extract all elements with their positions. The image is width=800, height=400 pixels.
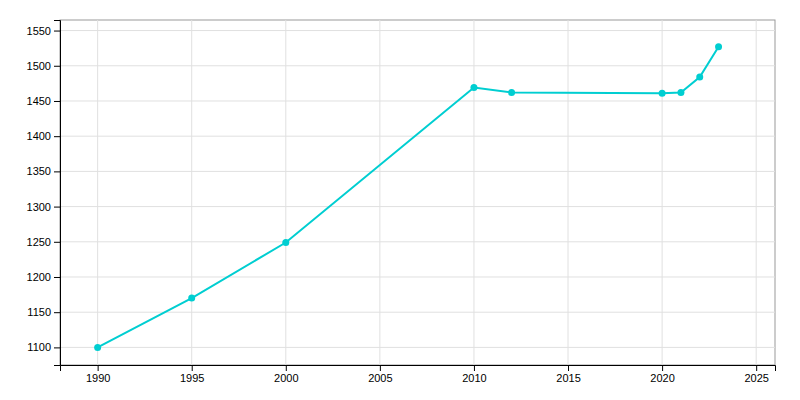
grid-line (97, 20, 98, 365)
grid-line (568, 20, 569, 365)
tick: 2020 (650, 365, 674, 384)
grid-line (60, 206, 775, 207)
plot-area: 1990 1995 2000 2005 2010 2015 2020 2025 1100 1150… (27, 20, 776, 384)
grid-line (285, 20, 286, 365)
grid-line (662, 20, 663, 365)
point (188, 295, 195, 302)
grid (60, 20, 775, 365)
point (659, 90, 666, 97)
point (282, 239, 289, 246)
grid-line (191, 20, 192, 365)
tick-label: 1995 (180, 372, 204, 384)
tick-label: 1100 (27, 341, 51, 353)
grid-line (473, 20, 474, 365)
tick-label: 1500 (27, 60, 51, 72)
grid-line (756, 20, 757, 365)
y-axis: 1100 1150 1200 1250 1300 1350 1400 1450 1500 1550 (27, 21, 61, 366)
point (508, 89, 515, 96)
tick: 1200 (27, 271, 60, 283)
grid-line (60, 100, 775, 101)
grid-line (60, 241, 775, 242)
tick: 2005 (368, 365, 392, 384)
tick-mark (54, 207, 60, 208)
tick-label: 1200 (27, 271, 51, 283)
tick-label: 1350 (27, 165, 51, 177)
tick-mark (54, 242, 60, 243)
tick-mark (286, 365, 287, 371)
point (677, 89, 684, 96)
grid-line (60, 136, 775, 137)
point (696, 74, 703, 81)
tick-mark (98, 365, 99, 371)
tick: 2015 (556, 365, 580, 384)
grid-line (60, 30, 775, 31)
tick: 1990 (86, 365, 110, 384)
tick: 1450 (27, 95, 60, 107)
tick-label: 2005 (368, 372, 392, 384)
tick: 1150 (27, 306, 60, 318)
grid-line (60, 276, 775, 277)
tick-mark (192, 365, 193, 371)
tick-mark (474, 365, 475, 371)
tick-label: 2015 (556, 372, 580, 384)
tick-mark (380, 365, 381, 371)
tick-mark (568, 365, 569, 371)
tick-label: 1550 (27, 25, 51, 37)
grid-line (379, 20, 380, 365)
tick-label: 1990 (86, 372, 110, 384)
tick: 1100 (27, 341, 60, 353)
tick-mark (54, 312, 60, 313)
series (94, 43, 722, 351)
tick: 1400 (27, 130, 60, 142)
x-axis: 1990 1995 2000 2005 2010 2015 2020 2025 (61, 365, 776, 384)
tick: 2025 (744, 365, 768, 384)
point (715, 43, 722, 50)
tick-mark (54, 136, 60, 137)
chart: 1990 1995 2000 2005 2010 2015 2020 2025 1100 1150… (0, 0, 800, 400)
tick: 1500 (27, 60, 60, 72)
tick-mark (756, 365, 757, 371)
tick: 1550 (27, 25, 60, 37)
tick-label: 2025 (744, 372, 768, 384)
tick: 1350 (27, 165, 60, 177)
grid-line (60, 65, 775, 66)
grid-line (60, 347, 775, 348)
axis-line (54, 21, 61, 366)
tick-mark (54, 31, 60, 32)
axis-line (61, 366, 776, 372)
tick-label: 1250 (27, 236, 51, 248)
tick: 1250 (27, 236, 60, 248)
line (98, 47, 719, 348)
tick-label: 2010 (462, 372, 486, 384)
tick-label: 1300 (27, 201, 51, 213)
tick: 2010 (462, 365, 486, 384)
tick-label: 1400 (27, 130, 51, 142)
tick: 1995 (180, 365, 204, 384)
tick-mark (54, 101, 60, 102)
tick-mark (662, 365, 663, 371)
grid-line (60, 171, 775, 172)
tick-mark (54, 347, 60, 348)
tick-mark (54, 277, 60, 278)
tick-label: 1150 (27, 306, 51, 318)
point (470, 84, 477, 91)
plot-frame (60, 20, 775, 365)
tick: 1300 (27, 201, 60, 213)
tick-label: 1450 (27, 95, 51, 107)
tick-mark (54, 171, 60, 172)
tick-mark (54, 66, 60, 67)
tick-label: 2020 (650, 372, 674, 384)
point (94, 344, 101, 351)
tick: 2000 (274, 365, 298, 384)
tick-label: 2000 (274, 372, 298, 384)
